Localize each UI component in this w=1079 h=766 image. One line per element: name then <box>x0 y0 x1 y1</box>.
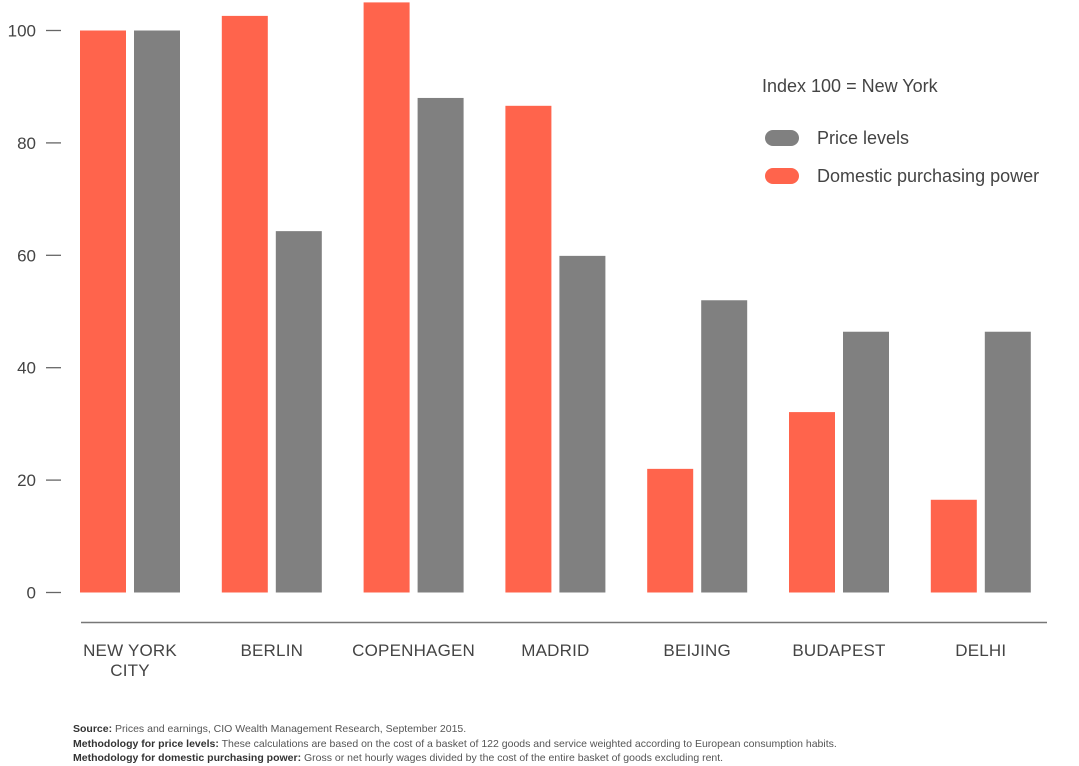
y-tick-label: 0 <box>27 584 36 603</box>
legend: Index 100 = New York Price levels Domest… <box>762 76 1039 195</box>
bar-price-levels <box>984 331 1031 593</box>
bar-purchasing-power <box>647 468 694 593</box>
note-price-levels-label: Methodology for price levels: <box>73 737 219 750</box>
bar-price-levels <box>843 331 889 593</box>
y-tick-label: 100 <box>8 22 36 41</box>
bars <box>80 2 1031 593</box>
legend-item-price-levels: Price levels <box>762 119 1039 157</box>
bar-purchasing-power <box>505 105 552 593</box>
bar-purchasing-power <box>930 499 977 593</box>
x-category-label: DELHI <box>955 641 1006 660</box>
x-category-label: BEIJING <box>663 641 731 660</box>
bar-price-levels <box>701 300 748 593</box>
y-axis: 0 20 40 60 80 100 <box>8 22 61 603</box>
bar-price-levels <box>417 97 464 593</box>
bar-price-levels <box>275 231 322 593</box>
bar-purchasing-power <box>80 30 126 593</box>
note-source: Source: Prices and earnings, CIO Wealth … <box>73 722 837 737</box>
note-price-levels-text: These calculations are based on the cost… <box>218 737 837 750</box>
note-source-label: Source: <box>73 723 113 735</box>
legend-label-domestic-purchasing-power: Domestic purchasing power <box>817 165 1040 186</box>
legend-item-domestic-purchasing-power: Domestic purchasing power <box>762 157 1039 195</box>
y-tick-label: 40 <box>17 359 36 378</box>
y-tick-label: 20 <box>17 471 36 490</box>
bar-price-levels <box>559 255 606 593</box>
x-category-label: CITY <box>110 661 150 680</box>
note-purchasing-power-text: Gross or net hourly wages divided by the… <box>301 752 724 764</box>
footnotes: Source: Prices and earnings, CIO Wealth … <box>73 722 837 766</box>
note-purchasing-power: Methodology for domestic purchasing powe… <box>73 751 837 766</box>
bar-purchasing-power <box>789 412 835 593</box>
legend-swatch-domestic-purchasing-power <box>765 168 799 184</box>
x-category-label: MADRID <box>521 641 589 660</box>
note-price-levels: Methodology for price levels: These calc… <box>73 737 837 752</box>
x-category-label: BERLIN <box>240 641 303 660</box>
note-purchasing-power-label: Methodology for domestic purchasing powe… <box>73 752 302 764</box>
legend-label-price-levels: Price levels <box>817 127 910 148</box>
x-category-label: NEW YORK <box>83 641 177 660</box>
x-category-label: BUDAPEST <box>792 641 885 660</box>
note-source-text: Prices and earnings, CIO Wealth Manageme… <box>112 723 467 735</box>
legend-swatch-price-levels <box>765 130 799 146</box>
bar-purchasing-power <box>221 15 268 593</box>
y-tick-label: 60 <box>17 246 36 265</box>
bar-price-levels <box>134 30 180 593</box>
bar-purchasing-power <box>363 2 410 593</box>
legend-title: Index 100 = New York <box>762 76 938 96</box>
x-category-label: COPENHAGEN <box>352 641 475 660</box>
y-tick-label: 80 <box>17 134 36 153</box>
